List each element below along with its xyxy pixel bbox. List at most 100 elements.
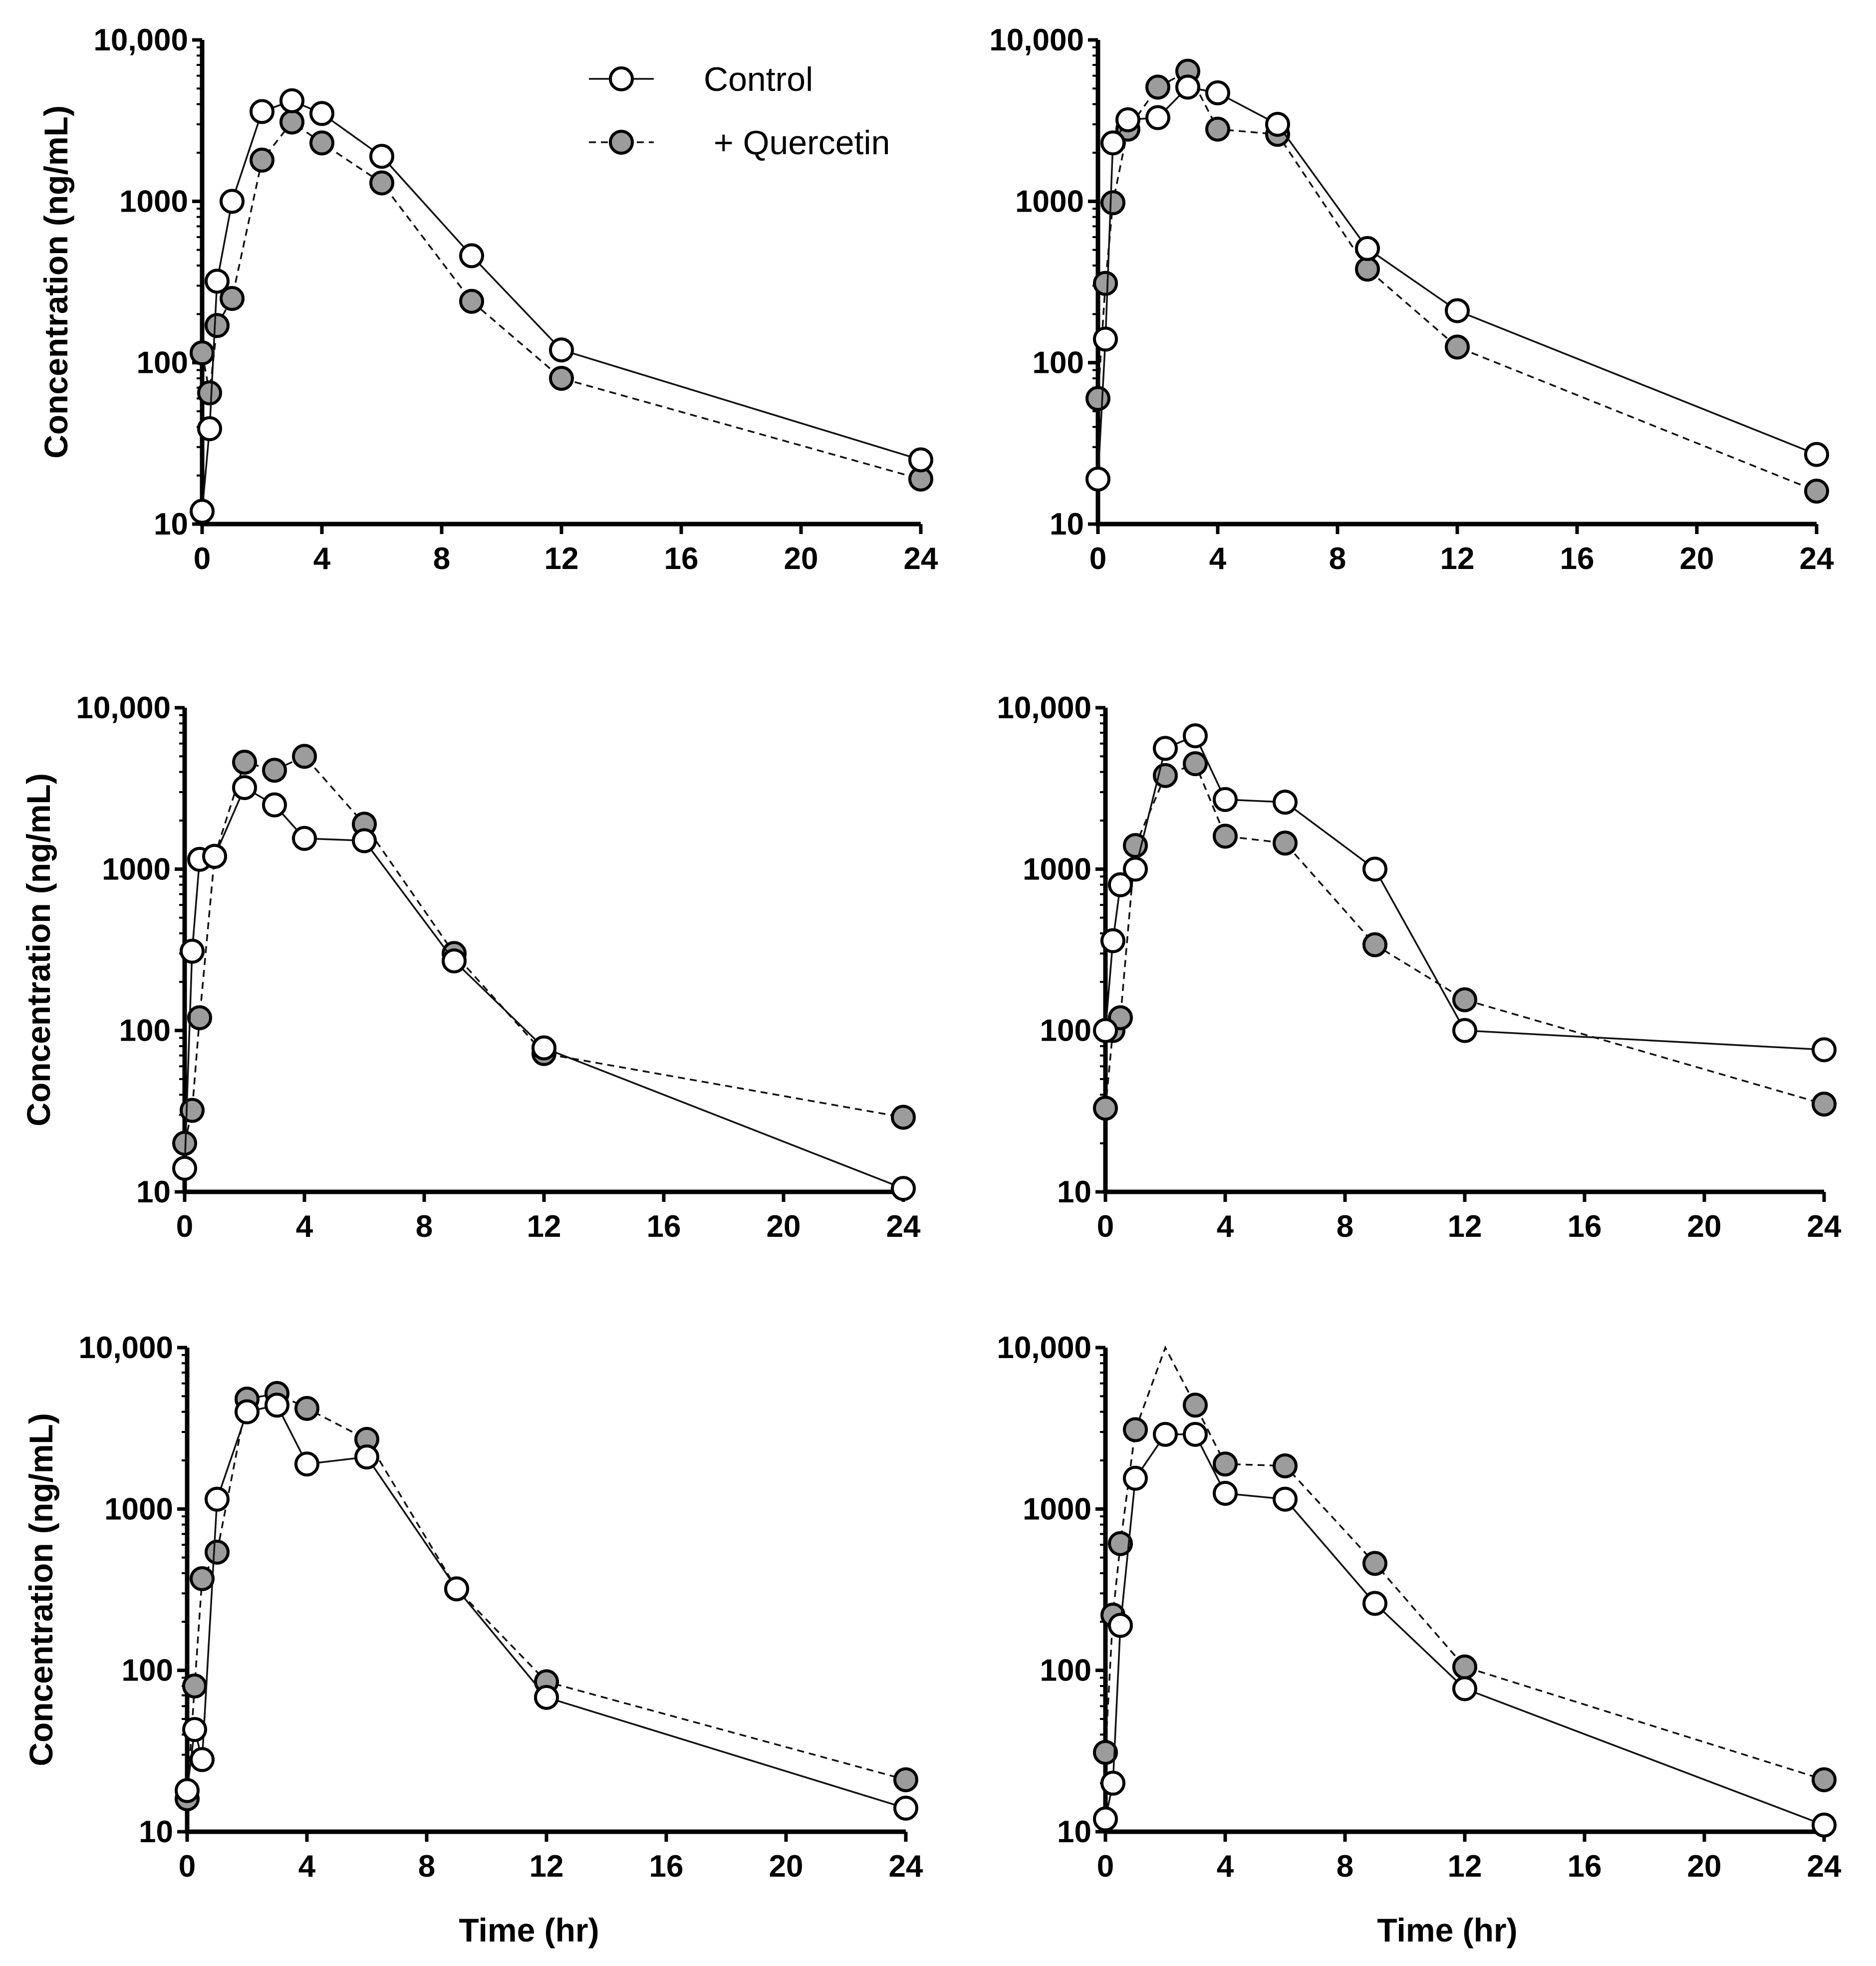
data-point-quercetin <box>1085 386 1110 411</box>
x-tick-label: 16 <box>664 542 699 576</box>
x-tick-label: 8 <box>1329 542 1346 576</box>
data-point-quercetin <box>1452 987 1477 1013</box>
x-tick-label: 4 <box>1217 1849 1234 1884</box>
x-tick-label: 20 <box>784 542 818 576</box>
data-point-quercetin <box>1153 763 1178 788</box>
y-axis-title: Concentration (ng/mL) <box>20 773 57 1126</box>
chart-panel-top-right: 10 100 1000 10,000 0 4 8 12 16 20 24 <box>989 23 1834 576</box>
data-point-control <box>1362 856 1387 882</box>
data-point-control <box>1175 74 1200 100</box>
y-tick-label: 100 <box>122 1654 173 1688</box>
data-point-quercetin <box>1183 751 1208 777</box>
x-tick-label: 0 <box>176 1209 193 1244</box>
series-line-quercetin <box>201 121 921 480</box>
data-point-control <box>534 1685 559 1710</box>
data-point-control <box>279 88 304 113</box>
x-tick-label: 0 <box>1097 1849 1114 1884</box>
data-point-control <box>250 99 274 124</box>
x-tick-label: 8 <box>433 542 450 576</box>
series-line-quercetin <box>186 1392 906 1799</box>
data-point-control <box>1362 1591 1387 1616</box>
series-line-control <box>184 786 904 1189</box>
data-point-control <box>891 1176 916 1201</box>
data-point-control <box>1108 1613 1133 1638</box>
data-point-control <box>532 1035 556 1061</box>
x-tick-label: 8 <box>1337 1209 1353 1244</box>
data-point-control <box>294 1451 319 1477</box>
data-point-control <box>893 1795 918 1821</box>
data-point-control <box>354 1444 379 1470</box>
data-point-quercetin <box>205 313 230 338</box>
data-point-quercetin <box>190 1566 215 1591</box>
x-tick-label: 8 <box>1337 1849 1353 1884</box>
chart-panel-middle-right: 10 100 1000 10,000 0 4 8 12 16 20 24 <box>997 691 1842 1244</box>
data-point-control <box>444 1576 469 1602</box>
x-tick-label: 4 <box>1217 1209 1234 1244</box>
y-tick-label: 100 <box>1033 346 1084 380</box>
y-tick-label: 1000 <box>119 184 188 219</box>
series-line-quercetin <box>1104 1345 1825 1781</box>
data-point-quercetin <box>1362 932 1387 957</box>
data-point-control <box>1153 736 1178 761</box>
data-point-control <box>205 269 230 294</box>
series-line-quercetin <box>1104 762 1825 1109</box>
series-line-quercetin <box>1097 70 1817 492</box>
x-tick-label: 4 <box>296 1209 313 1244</box>
legend-label-quercetin: + Quercetin <box>714 124 890 162</box>
data-point-control <box>262 792 287 818</box>
chart-panel-bottom-right: 10 100 1000 10,000 0 4 8 12 16 20 24 Time (hr) <box>997 1331 1842 1949</box>
data-point-control <box>1093 1806 1118 1832</box>
data-point-quercetin <box>1123 833 1148 858</box>
data-point-control <box>1123 856 1148 882</box>
x-axis-title: Time (hr) <box>1377 1912 1517 1949</box>
data-point-control <box>1100 1770 1125 1796</box>
data-point-control <box>1100 928 1125 953</box>
data-point-control <box>1100 130 1125 156</box>
x-tick-label: 8 <box>416 1209 433 1244</box>
data-point-control <box>1093 1018 1118 1043</box>
chart-panel-bottom-left: 10 100 1000 10,000 0 4 8 12 16 20 24 Concentration … <box>22 1331 923 1949</box>
data-point-control <box>1145 105 1170 130</box>
x-tick-label: 12 <box>1448 1209 1482 1244</box>
data-point-control <box>292 826 317 851</box>
x-tick-label: 12 <box>1440 542 1475 576</box>
data-point-control <box>235 1399 260 1424</box>
data-point-control <box>265 1393 289 1418</box>
data-point-control <box>1153 1421 1178 1447</box>
data-point-control <box>205 1486 230 1512</box>
data-point-quercetin <box>262 758 287 783</box>
data-point-quercetin <box>205 1539 230 1565</box>
y-tick-label: 10 <box>1057 1175 1091 1209</box>
legend: Control + Quercetin <box>589 60 890 162</box>
y-tick-label: 100 <box>119 1014 171 1048</box>
y-tick-label: 10,000 <box>997 1331 1091 1365</box>
y-tick-label: 1000 <box>1015 184 1084 219</box>
x-tick-label: 20 <box>1680 542 1714 576</box>
data-point-quercetin <box>197 380 222 406</box>
data-point-control <box>1265 112 1290 137</box>
y-tick-label: 1000 <box>104 1492 173 1526</box>
y-tick-label: 10 <box>136 1175 171 1209</box>
data-point-quercetin <box>1213 824 1238 849</box>
data-point-control <box>1213 1480 1238 1506</box>
data-point-quercetin <box>369 170 394 196</box>
data-point-quercetin <box>1812 1767 1837 1792</box>
data-point-quercetin <box>1812 1092 1837 1117</box>
data-point-quercetin <box>1362 1551 1387 1576</box>
data-point-control <box>1183 723 1208 749</box>
data-point-control <box>220 189 245 214</box>
data-point-quercetin <box>1355 257 1380 282</box>
x-tick-label: 24 <box>1807 1849 1842 1884</box>
data-point-quercetin <box>220 285 245 311</box>
x-tick-label: 20 <box>1687 1209 1722 1244</box>
data-point-quercetin <box>309 130 334 156</box>
data-point-quercetin <box>1273 1453 1298 1478</box>
y-tick-label: 10,000 <box>78 1331 173 1365</box>
data-point-quercetin <box>1123 1417 1148 1442</box>
data-point-quercetin <box>1205 116 1230 142</box>
data-point-control <box>1085 466 1110 492</box>
y-tick-label: 10 <box>139 1815 173 1849</box>
data-point-quercetin <box>292 744 317 769</box>
x-tick-label: 16 <box>1568 1209 1602 1244</box>
x-tick-label: 0 <box>194 542 211 576</box>
